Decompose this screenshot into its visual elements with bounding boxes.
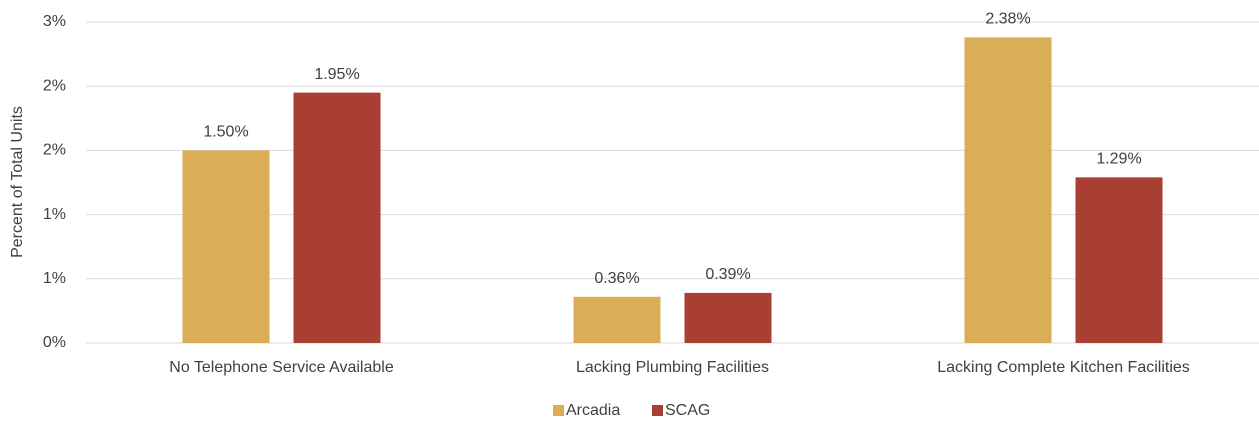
bar xyxy=(684,292,772,343)
x-tick-label: Lacking Complete Kitchen Facilities xyxy=(937,359,1190,376)
legend-label: Arcadia xyxy=(566,402,620,419)
bar xyxy=(182,150,270,343)
legend-label: SCAG xyxy=(665,402,710,419)
y-tick-label: 0% xyxy=(43,334,66,351)
x-tick-label: Lacking Plumbing Facilities xyxy=(576,359,769,376)
data-label: 1.95% xyxy=(314,66,359,83)
bar xyxy=(964,37,1052,344)
y-axis-label: Percent of Total Units xyxy=(9,106,26,258)
data-label: 0.39% xyxy=(705,266,750,283)
data-label: 1.50% xyxy=(203,124,248,141)
bar xyxy=(1075,177,1163,343)
y-tick-label: 2% xyxy=(43,142,66,159)
legend-swatch xyxy=(553,405,564,416)
x-tick-label: No Telephone Service Available xyxy=(169,359,394,376)
bar xyxy=(573,296,661,343)
legend-swatch xyxy=(652,405,663,416)
y-tick-label: 1% xyxy=(43,206,66,223)
data-label: 0.36% xyxy=(594,270,639,287)
y-tick-label: 3% xyxy=(43,13,66,30)
y-tick-label: 2% xyxy=(43,77,66,94)
bar xyxy=(293,92,381,344)
data-label: 1.29% xyxy=(1096,151,1141,168)
y-tick-label: 1% xyxy=(43,270,66,287)
data-label: 2.38% xyxy=(985,11,1030,28)
